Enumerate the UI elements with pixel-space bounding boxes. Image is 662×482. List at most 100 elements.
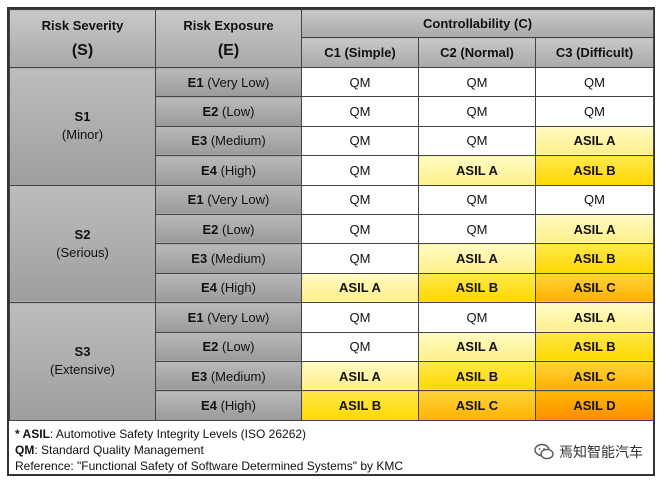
- table-row: S2 (Serious) E1 (Very Low) QM QM QM: [9, 184, 655, 304]
- asil-cell: ASIL C: [418, 390, 536, 421]
- asil-cell: ASIL A: [418, 331, 536, 362]
- severity-code: S1: [74, 109, 91, 125]
- asil-cell: QM: [418, 125, 536, 157]
- asil-cell: QM: [534, 96, 655, 127]
- exposure-desc: (Medium): [210, 251, 266, 267]
- asil-cell: QM: [301, 66, 419, 98]
- exposure-level: E4: [201, 397, 217, 413]
- footnote-text: : Automotive Safety Integrity Levels (IS…: [49, 427, 307, 441]
- footnotes: * ASIL: Automotive Safety Integrity Leve…: [9, 423, 653, 474]
- exposure-cell-e1: E1 (Very Low): [155, 184, 302, 215]
- table-row: E4 (High) QM ASIL A ASIL B: [10, 155, 655, 186]
- table-row: E4 (High) ASIL B ASIL C ASIL D: [10, 390, 655, 421]
- controllability-col-c1: C1 (Simple): [301, 37, 419, 68]
- exposure-desc: (High): [220, 280, 256, 296]
- footnote-key: * ASIL: [15, 427, 50, 441]
- severity-cell-s3: S3 (Extensive): [9, 302, 156, 421]
- watermark: 焉知智能汽车: [534, 442, 643, 462]
- footnote-text: : Standard Quality Management: [34, 443, 204, 457]
- asil-cell: QM: [418, 213, 536, 245]
- asil-cell: QM: [301, 96, 419, 127]
- asil-cell: ASIL A: [534, 302, 655, 333]
- asil-cell: QM: [301, 213, 419, 245]
- table-row: S1 (Minor) E1 (Very Low) QM QM QM: [9, 66, 655, 186]
- severity-header-symbol: (S): [71, 41, 94, 59]
- exposure-level: E4: [201, 280, 217, 296]
- table-row: E3 (Medium) QM QM ASIL A: [10, 125, 655, 157]
- exposure-cell-e3: E3 (Medium): [155, 360, 302, 392]
- footnote-text: Reference: "Functional Safety of Softwar…: [15, 459, 404, 473]
- controllability-col-c3: C3 (Difficult): [534, 37, 655, 68]
- exposure-level: E1: [187, 192, 204, 208]
- footnote-key: QM: [15, 443, 35, 457]
- footnote-line: Reference: "Functional Safety of Softwar…: [15, 458, 647, 474]
- table-row: E4 (High) ASIL A ASIL B ASIL C: [10, 272, 655, 304]
- exposure-header-title: Risk Exposure: [183, 17, 274, 33]
- asil-cell: ASIL A: [301, 360, 419, 392]
- asil-cell: QM: [301, 243, 419, 274]
- exposure-cell-e2: E2 (Low): [155, 213, 302, 245]
- wechat-logo-icon: [534, 443, 554, 460]
- exposure-cell-e3: E3 (Medium): [155, 243, 302, 274]
- asil-cell: QM: [301, 125, 419, 157]
- controllability-header: Controllability (C): [300, 9, 655, 38]
- exposure-level: E1: [187, 74, 204, 90]
- exposure-level: E4: [201, 162, 217, 178]
- controllability-col-c2: C2 (Normal): [418, 37, 536, 68]
- asil-cell: QM: [418, 96, 536, 127]
- asil-cell: ASIL B: [534, 243, 655, 274]
- exposure-level: E2: [202, 221, 219, 237]
- exposure-cell-e3: E3 (Medium): [155, 125, 302, 157]
- exposure-desc: (Low): [222, 339, 255, 355]
- exposure-desc: (Very Low): [207, 74, 270, 90]
- table-row: E2 (Low) QM QM QM: [10, 96, 655, 127]
- severity-desc: (Extensive): [49, 362, 116, 378]
- footnote-line: QM: Standard Quality Management: [15, 442, 647, 458]
- asil-cell: ASIL B: [534, 155, 655, 186]
- exposure-cell-e4: E4 (High): [155, 390, 302, 421]
- exposure-header: Risk Exposure (E): [155, 9, 302, 68]
- severity-desc: (Minor): [61, 127, 104, 143]
- exposure-level: E2: [202, 339, 219, 355]
- asil-cell: ASIL A: [534, 213, 655, 245]
- table-row: S3 (Extensive) E1 (Very Low) QM QM ASIL A: [9, 302, 655, 421]
- asil-cell: QM: [301, 184, 419, 215]
- asil-cell: QM: [301, 302, 419, 333]
- exposure-desc: (Very Low): [207, 192, 270, 208]
- asil-cell: ASIL A: [534, 125, 655, 157]
- asil-cell: ASIL C: [534, 272, 655, 304]
- severity-cell-s1: S1 (Minor): [9, 67, 156, 186]
- asil-cell: QM: [301, 331, 419, 362]
- exposure-desc: (Low): [222, 221, 255, 237]
- exposure-desc: (Medium): [210, 368, 266, 384]
- asil-cell: ASIL A: [418, 155, 536, 186]
- table-row: E3 (Medium) ASIL A ASIL B ASIL C: [10, 360, 655, 392]
- exposure-cell-e2: E2 (Low): [155, 331, 302, 362]
- exposure-desc: (High): [220, 397, 256, 413]
- watermark-text: 焉知智能汽车: [559, 444, 643, 460]
- asil-table: Risk Severity (S) Risk Exposure (E) Cont…: [9, 9, 655, 421]
- severity-code: S3: [74, 344, 91, 360]
- exposure-desc: (Medium): [210, 133, 266, 149]
- exposure-level: E3: [191, 368, 208, 384]
- asil-cell: ASIL B: [534, 331, 655, 362]
- asil-cell: ASIL B: [301, 390, 419, 421]
- asil-cell: QM: [301, 155, 419, 186]
- asil-cell: ASIL C: [534, 360, 655, 392]
- asil-cell: QM: [418, 184, 536, 215]
- table-row: E2 (Low) QM ASIL A ASIL B: [10, 331, 655, 362]
- asil-cell: QM: [418, 66, 536, 98]
- asil-cell: ASIL A: [418, 243, 536, 274]
- asil-cell: ASIL D: [534, 390, 655, 421]
- table-row: E2 (Low) QM QM ASIL A: [10, 213, 655, 245]
- severity-header-title: Risk Severity: [41, 17, 124, 33]
- asil-cell: QM: [418, 302, 536, 333]
- asil-cell: QM: [534, 66, 655, 98]
- footnote-line: * ASIL: Automotive Safety Integrity Leve…: [15, 426, 647, 442]
- exposure-desc: (Low): [222, 104, 255, 120]
- exposure-cell-e4: E4 (High): [155, 155, 302, 186]
- severity-cell-s2: S2 (Serious): [9, 184, 156, 304]
- exposure-cell-e2: E2 (Low): [155, 96, 302, 127]
- exposure-desc: (High): [220, 162, 256, 178]
- exposure-level: E3: [191, 251, 208, 267]
